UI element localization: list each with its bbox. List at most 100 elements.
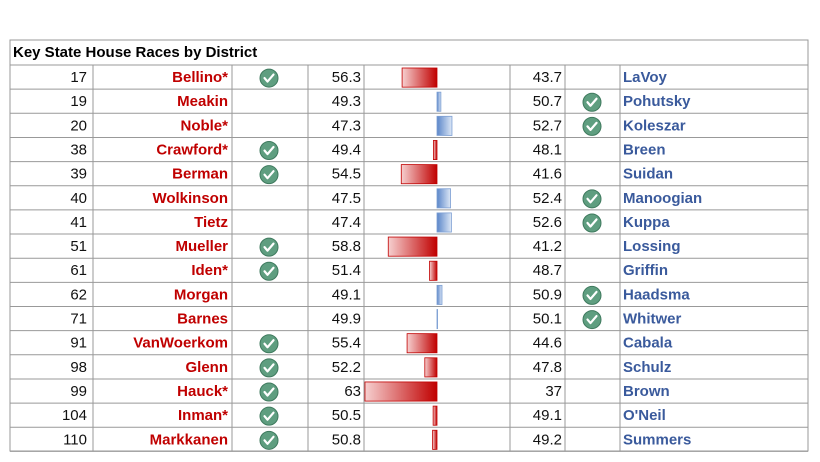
check-mark	[586, 314, 598, 325]
rep-name: Hauck*	[177, 383, 228, 400]
district: 38	[70, 141, 87, 158]
check-circle	[259, 430, 279, 450]
dem-name: Griffin	[623, 262, 668, 279]
check-mark	[263, 73, 275, 83]
rep-pct: 49.9	[332, 311, 361, 328]
margin-bar	[436, 91, 442, 112]
check-circle	[259, 261, 279, 281]
winner-check	[259, 165, 279, 185]
rep-pct: 49.3	[332, 93, 361, 110]
margin-bar	[432, 405, 438, 426]
dem-name: Breen	[623, 141, 666, 158]
margin-bar	[424, 357, 438, 378]
district: 17	[70, 69, 87, 86]
check-circle	[259, 334, 279, 354]
dem-name: Manoogian	[623, 190, 702, 207]
district: 40	[70, 190, 87, 207]
winner-check	[259, 141, 279, 161]
rep-pct: 49.4	[332, 141, 361, 158]
margin-bar	[429, 260, 438, 281]
dem-pct: 48.1	[533, 141, 562, 158]
check-circle	[259, 382, 279, 402]
check-mark	[586, 97, 598, 107]
district: 110	[63, 431, 87, 448]
dem-pct: 49.1	[533, 407, 562, 424]
district: 98	[70, 359, 87, 376]
check-circle	[582, 189, 602, 209]
check-circle	[582, 213, 602, 233]
winner-check	[582, 213, 602, 233]
check-mark	[586, 121, 598, 131]
check-mark	[263, 242, 275, 252]
dem-name: Brown	[623, 383, 670, 400]
check-circle	[259, 165, 279, 185]
winner-check	[259, 68, 279, 88]
margin-bar	[436, 284, 443, 305]
dem-pct: 52.4	[533, 190, 562, 207]
rep-name: Crawford*	[156, 141, 228, 158]
rep-pct: 55.4	[332, 335, 361, 352]
margin-bar	[436, 309, 438, 330]
dem-pct: 43.7	[533, 69, 562, 86]
rep-name: Noble*	[180, 117, 228, 134]
check-circle	[259, 406, 279, 426]
margin-bar	[364, 381, 438, 402]
dem-pct: 52.7	[533, 117, 562, 134]
margin-bar	[432, 429, 438, 450]
dem-name: Koleszar	[623, 117, 686, 134]
winner-check	[259, 261, 279, 281]
dem-name: Lossing	[623, 238, 681, 255]
rep-name: Morgan	[174, 286, 228, 303]
winner-check	[259, 358, 279, 378]
check-circle	[259, 237, 279, 257]
check-circle	[582, 285, 602, 305]
rep-name: Inman*	[178, 407, 228, 424]
dem-name: Schulz	[623, 359, 671, 376]
dem-pct: 47.8	[533, 359, 562, 376]
district: 20	[70, 117, 87, 134]
margin-bar	[436, 115, 453, 136]
rep-name: Berman	[172, 166, 228, 183]
rep-pct: 51.4	[332, 262, 361, 279]
district: 99	[70, 383, 87, 400]
winner-check	[582, 116, 602, 136]
dem-name: Pohutsky	[623, 93, 691, 110]
margin-bar	[436, 212, 452, 233]
dem-name: Kuppa	[623, 214, 670, 231]
dem-pct: 37	[545, 383, 562, 400]
rep-name: VanWoerkom	[133, 335, 228, 352]
check-circle	[582, 92, 602, 112]
rep-name: Mueller	[175, 238, 228, 255]
check-mark	[263, 339, 275, 349]
margin-bar	[401, 67, 438, 88]
check-mark	[263, 387, 275, 397]
check-circle	[259, 358, 279, 378]
district: 51	[70, 238, 87, 255]
winner-check	[259, 334, 279, 354]
margin-bar	[432, 140, 438, 160]
check-mark	[263, 170, 275, 180]
dem-pct: 49.2	[533, 431, 562, 448]
rep-pct: 50.8	[332, 431, 361, 448]
rep-pct: 50.5	[332, 407, 361, 424]
rep-name: Meakin	[177, 93, 228, 110]
rep-pct: 63	[344, 383, 361, 400]
rep-name: Glenn	[185, 359, 228, 376]
margin-bar	[387, 236, 438, 257]
check-mark	[586, 194, 598, 204]
rep-name: Tietz	[194, 214, 228, 231]
rep-pct: 52.2	[332, 359, 361, 376]
dem-pct: 50.1	[533, 311, 562, 328]
district: 41	[70, 214, 87, 231]
rep-name: Barnes	[177, 311, 228, 328]
dem-pct: 41.2	[533, 238, 562, 255]
winner-check	[582, 189, 602, 209]
winner-check	[582, 310, 602, 330]
check-mark	[263, 411, 275, 421]
rep-pct: 58.8	[332, 238, 361, 255]
check-mark	[263, 363, 275, 373]
district: 71	[70, 311, 87, 328]
rep-pct: 47.4	[332, 214, 361, 231]
check-circle	[582, 310, 602, 330]
check-circle	[259, 141, 279, 161]
